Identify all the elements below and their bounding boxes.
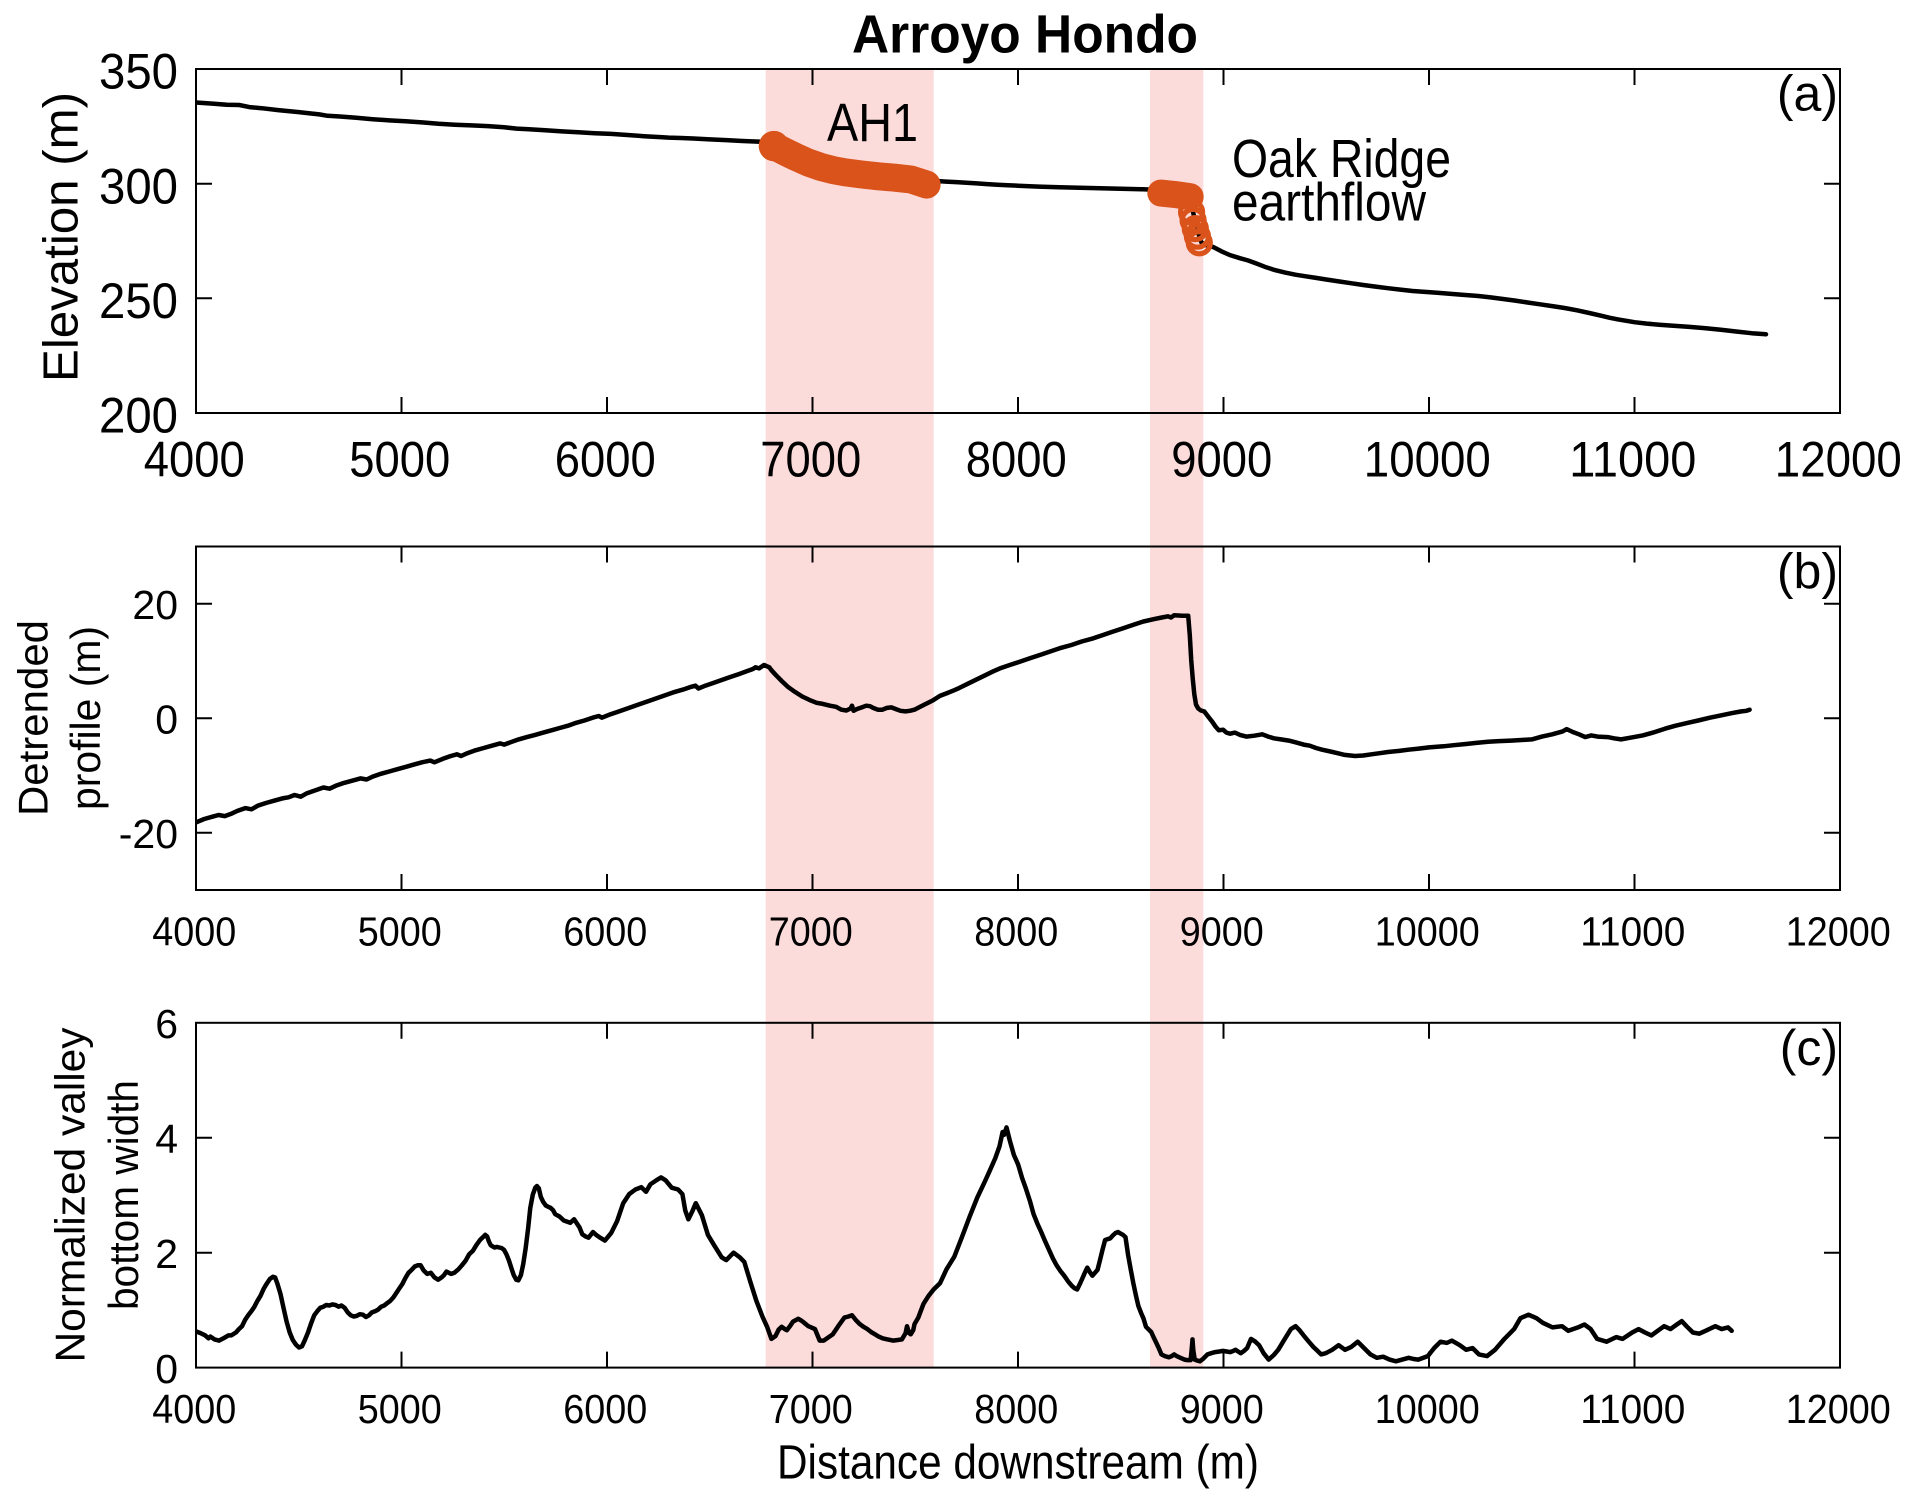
svg-text:Normalized valley: Normalized valley <box>47 1028 94 1363</box>
svg-text:Elevation (m): Elevation (m) <box>35 92 89 382</box>
svg-text:0: 0 <box>155 697 178 743</box>
svg-text:11000: 11000 <box>1569 432 1696 488</box>
svg-text:12000: 12000 <box>1786 1386 1891 1432</box>
svg-text:Oak Ridge: Oak Ridge <box>1232 129 1451 189</box>
svg-text:8000: 8000 <box>966 432 1067 488</box>
svg-text:7000: 7000 <box>760 432 861 488</box>
svg-text:(a): (a) <box>1777 66 1838 122</box>
svg-text:10000: 10000 <box>1375 1386 1480 1432</box>
svg-text:AH1: AH1 <box>827 93 918 153</box>
svg-text:8000: 8000 <box>974 909 1058 955</box>
svg-text:5000: 5000 <box>349 432 450 488</box>
svg-text:profile (m): profile (m) <box>62 626 109 810</box>
svg-text:200: 200 <box>99 388 178 444</box>
svg-text:9000: 9000 <box>1180 909 1264 955</box>
svg-text:4000: 4000 <box>152 1386 236 1432</box>
svg-text:6000: 6000 <box>563 909 647 955</box>
svg-text:12000: 12000 <box>1775 432 1902 488</box>
svg-text:9000: 9000 <box>1171 432 1272 488</box>
svg-text:250: 250 <box>99 273 178 329</box>
svg-text:0: 0 <box>155 1346 178 1392</box>
svg-text:4000: 4000 <box>152 909 236 955</box>
svg-text:11000: 11000 <box>1580 1386 1685 1432</box>
svg-text:6000: 6000 <box>563 1386 647 1432</box>
svg-text:10000: 10000 <box>1375 909 1480 955</box>
svg-text:earthflow: earthflow <box>1232 173 1427 233</box>
svg-text:5000: 5000 <box>358 1386 442 1432</box>
svg-text:(c): (c) <box>1780 1020 1838 1076</box>
svg-text:9000: 9000 <box>1180 1386 1264 1432</box>
svg-text:350: 350 <box>99 44 178 100</box>
svg-text:11000: 11000 <box>1580 909 1685 955</box>
svg-text:5000: 5000 <box>358 909 442 955</box>
svg-text:10000: 10000 <box>1364 432 1491 488</box>
svg-text:Arroyo Hondo: Arroyo Hondo <box>852 5 1198 65</box>
svg-text:bottom width: bottom width <box>100 1080 147 1310</box>
svg-text:7000: 7000 <box>769 1386 853 1432</box>
svg-text:6: 6 <box>155 1001 178 1047</box>
svg-text:Detrended: Detrended <box>10 620 57 816</box>
svg-text:7000: 7000 <box>769 909 853 955</box>
svg-text:12000: 12000 <box>1786 909 1891 955</box>
svg-text:6000: 6000 <box>555 432 656 488</box>
svg-text:4000: 4000 <box>144 432 245 488</box>
svg-text:300: 300 <box>99 158 178 214</box>
svg-text:4: 4 <box>155 1116 178 1162</box>
svg-text:20: 20 <box>132 582 178 628</box>
svg-text:2: 2 <box>155 1231 178 1277</box>
svg-text:(b): (b) <box>1777 544 1838 600</box>
svg-text:-20: -20 <box>119 811 178 857</box>
svg-text:8000: 8000 <box>974 1386 1058 1432</box>
svg-text:Distance downstream (m): Distance downstream (m) <box>777 1437 1259 1490</box>
